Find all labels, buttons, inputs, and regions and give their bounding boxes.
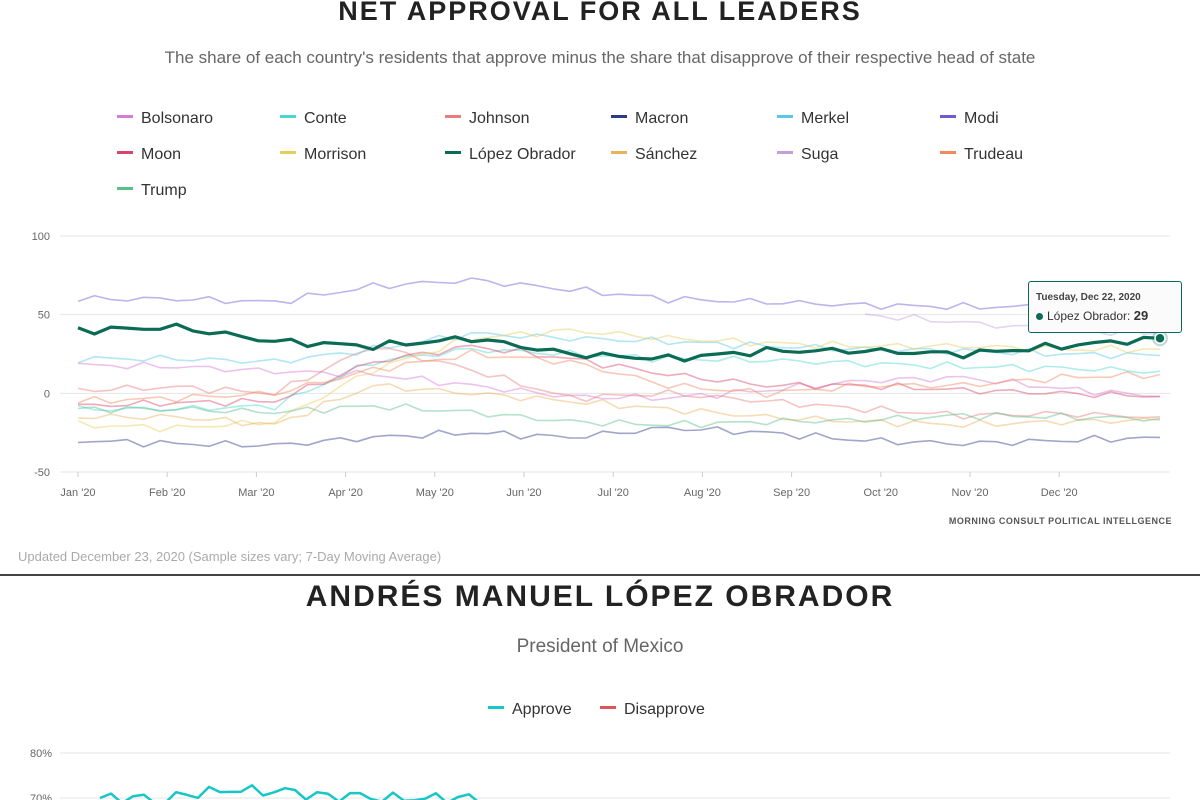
leader-title: ANDRÉS MANUEL LÓPEZ OBRADOR xyxy=(305,580,895,613)
legend-item-moon[interactable]: Moon xyxy=(117,146,181,164)
legend-item-macron[interactable]: Macron xyxy=(611,110,688,128)
legend-swatch xyxy=(280,151,296,155)
panel-divider xyxy=(0,574,1200,576)
tooltip-row: López Obrador: 29 xyxy=(1036,308,1148,323)
legend-swatch xyxy=(117,115,133,119)
legend-label: Trudeau xyxy=(964,146,1023,163)
x-tick-label: Jun '20 xyxy=(506,487,541,499)
legend-swatch xyxy=(611,151,627,155)
legend-label: Morrison xyxy=(304,146,367,163)
legend-label: Moon xyxy=(141,146,182,163)
legend-label: Conte xyxy=(304,110,347,127)
tooltip-value: 29 xyxy=(1133,308,1149,323)
legend-swatch xyxy=(117,151,133,155)
disapprove-label: Disapprove xyxy=(624,701,705,718)
legend-item-l-pez-obrador[interactable]: López Obrador xyxy=(445,146,576,164)
legend-label: Trump xyxy=(141,182,187,199)
disapprove-swatch xyxy=(600,706,616,710)
legend-item-modi[interactable]: Modi xyxy=(940,110,999,128)
legend-swatch xyxy=(940,151,956,155)
legend-swatch xyxy=(611,115,627,119)
legend-swatch xyxy=(940,115,956,119)
x-tick-label: Nov '20 xyxy=(952,487,989,499)
legend-item-bolsonaro[interactable]: Bolsonaro xyxy=(117,110,213,128)
x-tick-label: Sep '20 xyxy=(773,487,810,499)
legend-swatch xyxy=(777,115,793,119)
approve-label: Approve xyxy=(512,701,572,718)
legend-item-conte[interactable]: Conte xyxy=(280,110,347,128)
legend-item-trump[interactable]: Trump xyxy=(117,182,187,200)
x-tick-label: Mar '20 xyxy=(238,487,274,499)
x-tick-label: Oct '20 xyxy=(864,487,899,499)
series-line-trudeau xyxy=(77,349,1161,404)
x-tick-label: Feb '20 xyxy=(149,487,185,499)
x-tick-label: May '20 xyxy=(416,487,454,499)
leader-approval-chart: 80% 70% xyxy=(30,748,1170,800)
tooltip-series-name: López Obrador: xyxy=(1047,309,1131,323)
series-line-suga xyxy=(864,313,1161,337)
net-approval-subtitle: The share of each country's residents th… xyxy=(164,48,1036,67)
legend-label: Suga xyxy=(801,146,839,163)
series-line-macron xyxy=(77,426,1161,448)
legend-swatch xyxy=(777,151,793,155)
legend-swatch xyxy=(445,151,461,155)
y-tick-label: 70% xyxy=(30,793,52,800)
leader-subtitle: President of Mexico xyxy=(516,636,684,657)
legend-label: Bolsonaro xyxy=(141,110,214,127)
series-line-bolsonaro xyxy=(77,361,1161,402)
series-line-modi xyxy=(77,277,1161,312)
legend-approve[interactable]: Approve xyxy=(488,701,572,719)
highlight-point[interactable] xyxy=(1154,332,1166,345)
legend-label: Macron xyxy=(635,110,689,127)
legend-item-morrison[interactable]: Morrison xyxy=(280,146,366,164)
legend-item-s-nchez[interactable]: Sánchez xyxy=(611,146,697,164)
x-tick-label: Aug '20 xyxy=(684,487,721,499)
legend-item-trudeau[interactable]: Trudeau xyxy=(940,146,1023,164)
series-line-s-nchez xyxy=(77,383,1161,428)
legend-label: Modi xyxy=(964,110,999,127)
legend-label: Sánchez xyxy=(635,146,698,163)
y-tick-label: -50 xyxy=(34,467,50,479)
series-line-johnson xyxy=(77,347,1161,420)
tooltip-date: Tuesday, Dec 22, 2020 xyxy=(1036,292,1141,303)
chart-tooltip: Tuesday, Dec 22, 2020 López Obrador: 29 xyxy=(1028,281,1182,333)
legend-swatch xyxy=(280,115,296,119)
legend-label: Johnson xyxy=(469,110,530,127)
legend-label: Merkel xyxy=(801,110,850,127)
source-credit: MORNING CONSULT POLITICAL INTELLGENCE xyxy=(948,516,1172,526)
legend-disapprove[interactable]: Disapprove xyxy=(600,701,705,719)
approve-swatch xyxy=(488,706,504,710)
updated-note: Updated December 23, 2020 (Sample sizes … xyxy=(18,549,442,564)
x-tick-label: Apr '20 xyxy=(328,487,363,499)
y-tick-label: 100 xyxy=(32,231,50,243)
series-line-morrison xyxy=(77,328,1161,433)
legend-label: López Obrador xyxy=(469,146,576,163)
legend-swatch xyxy=(445,115,461,119)
legend-item-merkel[interactable]: Merkel xyxy=(777,110,849,128)
series-line-l-pez-obrador xyxy=(77,322,1161,363)
legend-item-suga[interactable]: Suga xyxy=(777,146,838,164)
y-tick-label: 80% xyxy=(30,748,52,760)
legend-item-johnson[interactable]: Johnson xyxy=(445,110,530,128)
y-tick-label: 50 xyxy=(38,310,50,322)
tooltip-series-dot xyxy=(1036,313,1043,320)
x-tick-label: Jul '20 xyxy=(597,487,628,499)
net-approval-title: NET APPROVAL FOR ALL LEADERS xyxy=(338,0,862,26)
net-approval-chart: 100 50 0 -50 Jan '20 Feb '20 Mar '20 Apr '20 May… xyxy=(32,231,1170,499)
x-tick-label: Dec '20 xyxy=(1041,487,1078,499)
y-tick-label: 0 xyxy=(44,388,50,400)
legend-swatch xyxy=(117,187,133,191)
x-tick-label: Jan '20 xyxy=(60,487,95,499)
series-line-moon xyxy=(78,344,1161,408)
series-line-trump xyxy=(77,403,1161,429)
